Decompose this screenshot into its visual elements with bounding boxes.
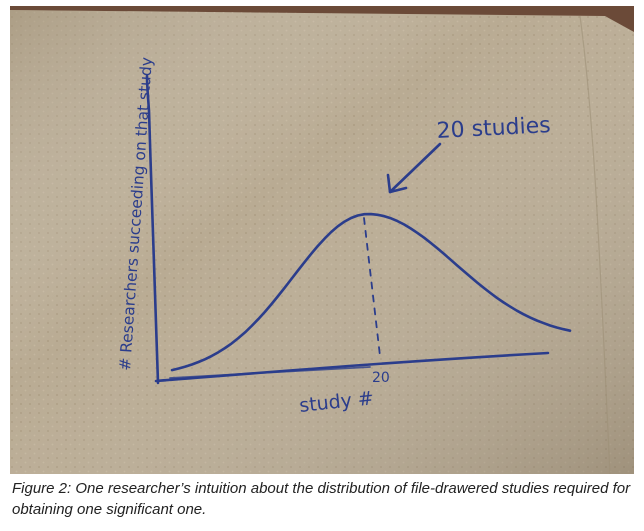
napkin-fold: [579, 15, 611, 474]
napkin-sketch-photo: 20 studies 20 study # # Researchers succ…: [10, 6, 634, 474]
x-axis-stroke-2: [169, 366, 371, 379]
annotation-arrowhead: [386, 173, 408, 194]
annotation-arrow: [388, 142, 442, 194]
annotation-label: 20 studies: [436, 113, 551, 144]
x-axis: [154, 351, 550, 383]
bell-curve: [170, 212, 572, 372]
y-axis: [145, 74, 160, 385]
peak-dashed-line: [363, 217, 381, 357]
x-tick-label: 20: [372, 370, 390, 386]
figure-caption: Figure 2: One researcher’s intuition abo…: [12, 480, 631, 518]
